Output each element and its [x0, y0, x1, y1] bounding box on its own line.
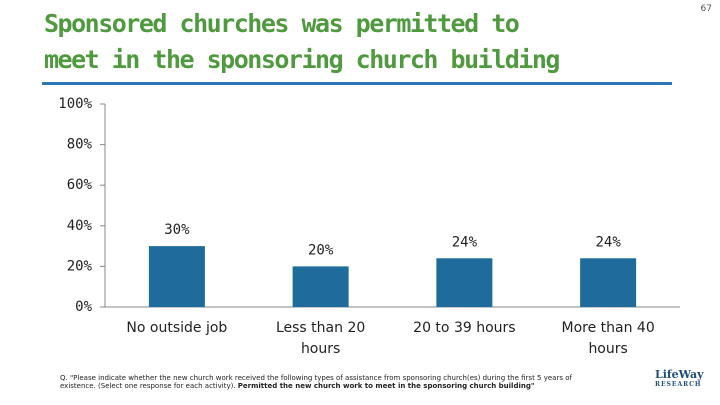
value-label: 24% [595, 234, 621, 250]
value-label: 30% [164, 222, 190, 238]
value-label: 20% [308, 242, 334, 258]
logo-sub: RESEARCH [655, 381, 702, 388]
x-tick-label: 20 to 39 hours [413, 320, 516, 336]
bar [436, 258, 493, 307]
title-rule [42, 82, 672, 85]
bar [292, 266, 349, 307]
footnote: Q. "Please indicate whether the new chur… [60, 374, 600, 390]
y-tick-label: 40% [67, 218, 93, 234]
y-tick-label: 100% [58, 96, 92, 112]
page-number: 67 [700, 4, 712, 14]
footnote-text: Q. "Please indicate whether the new chur… [60, 374, 572, 390]
y-tick-label: 20% [67, 258, 93, 274]
y-tick-label: 0% [75, 299, 92, 315]
bar [148, 246, 205, 307]
y-tick-label: 80% [67, 137, 93, 153]
logo-name: LifeWay [655, 368, 704, 381]
x-tick-label: No outside job [126, 320, 228, 336]
title: Sponsored churches was permitted to meet… [44, 9, 560, 74]
bar [580, 258, 637, 307]
x-tick-label: More than 40 hours [561, 320, 655, 357]
value-label: 24% [452, 234, 478, 250]
logo: LifeWay RESEARCH [655, 368, 704, 388]
x-tick-label: Less than 20 hours [275, 320, 366, 357]
y-tick-label: 60% [67, 177, 93, 193]
footnote-bold: Permitted the new church work to meet in… [237, 382, 535, 390]
